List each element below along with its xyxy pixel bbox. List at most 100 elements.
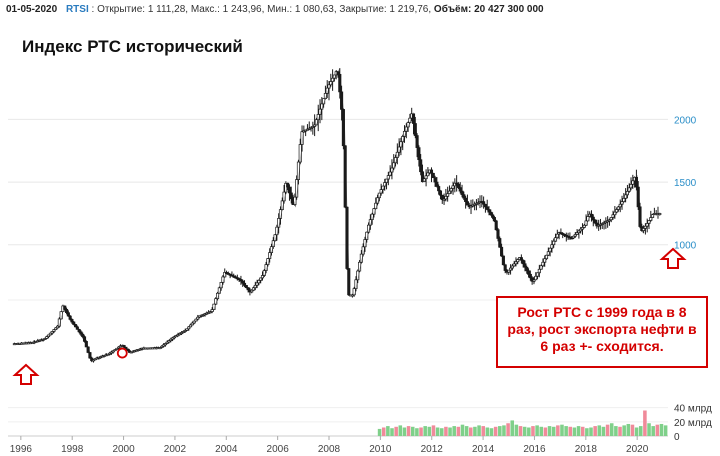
header-open: Открытие: 1 111,28, (97, 4, 189, 15)
header-high: Макс.: 1 243,96, (190, 4, 265, 15)
volume-bar (643, 410, 647, 436)
volume-bar (556, 425, 560, 436)
volume-bar (435, 427, 440, 436)
volume-bar (655, 424, 660, 436)
volume-bar (410, 426, 415, 436)
volume-bar (510, 420, 515, 436)
volume-bar (444, 426, 448, 436)
volume-bar (402, 427, 407, 436)
volume-bar (531, 426, 535, 436)
volume-bar (601, 426, 606, 436)
volume-bar (568, 426, 573, 436)
volume-bar (527, 427, 531, 436)
volume-bar (498, 426, 502, 436)
volume-bar (589, 427, 593, 436)
volume-bar (473, 426, 477, 436)
volume-bar (626, 423, 631, 436)
volume-bar (647, 423, 651, 436)
volume-bar (634, 427, 639, 436)
y-tick-label: 2000 (674, 115, 697, 126)
volume-bar (485, 427, 490, 436)
volume-bar (609, 423, 614, 436)
chart-title: Индекс РТС исторический (22, 37, 243, 56)
volume-bar (593, 426, 597, 436)
x-tick-label: 2012 (421, 444, 444, 455)
volume-bar (564, 426, 568, 436)
volume-bar (614, 426, 618, 436)
annotation-markers (12, 247, 687, 385)
x-tick-label: 2010 (369, 444, 392, 455)
header-close: Закрытие: 1 219,76, (339, 4, 432, 15)
x-tick-label: 2020 (626, 444, 649, 455)
x-tick-label: 2014 (472, 444, 495, 455)
volume-bar (560, 424, 564, 436)
header-volume: Объём: 20 427 300 000 (433, 4, 544, 15)
volume-bar (514, 424, 519, 436)
volume-bar (539, 426, 544, 436)
volume-bar (469, 427, 473, 436)
volume-bar (381, 427, 386, 436)
header-ticker[interactable]: RTSI (65, 4, 89, 15)
volume-bar (576, 426, 581, 436)
volume-bar (585, 428, 589, 436)
volume-bar (423, 426, 427, 436)
volume-bar (597, 425, 602, 436)
volume-tick-label: 20 млрд (674, 418, 712, 429)
x-tick-label: 2002 (164, 444, 187, 455)
up-arrow-icon (12, 363, 40, 385)
x-tick-label: 2004 (215, 444, 238, 455)
volume-bar (506, 423, 510, 436)
x-tick-label: 2000 (112, 444, 135, 455)
volume-bar (630, 424, 635, 436)
volume-bar (572, 427, 577, 436)
volume-bar (431, 425, 436, 436)
y-axis: 1000 1500 2000 (674, 115, 697, 251)
volume-bar (502, 425, 506, 436)
volume-bar (460, 424, 465, 436)
volume-bar (522, 426, 527, 436)
volume-bar (659, 423, 664, 436)
volume-bar (456, 426, 461, 436)
x-tick-label: 1996 (10, 444, 33, 455)
chart-header: 01-05-2020 RTSI : Открытие: 1 111,28, Ма… (6, 4, 544, 15)
volume-bar (377, 428, 382, 436)
price-line (14, 68, 661, 362)
volume-bar (452, 426, 456, 436)
volume-bar (477, 425, 481, 436)
volume-bar (481, 426, 485, 436)
volume-bar (651, 426, 655, 436)
volume-bar (638, 426, 643, 436)
volume-bar (398, 425, 403, 436)
volume-axis: 40 млрд 20 млрд 0 (674, 404, 712, 443)
annotation-box: Рост РТС с 1999 года в 8 раз, рост экспо… (496, 296, 708, 368)
volume-bar (386, 426, 390, 436)
up-arrow-icon (659, 247, 687, 269)
volume-bar (547, 426, 552, 436)
volume-bar (394, 426, 398, 436)
volume-bar (493, 426, 498, 436)
volume-series (377, 410, 668, 436)
y-tick-label: 1500 (674, 178, 697, 189)
volume-bar (551, 426, 556, 436)
x-tick-label: 2008 (318, 444, 341, 455)
x-tick-label: 1998 (61, 444, 84, 455)
volume-tick-label: 0 (674, 432, 680, 443)
x-axis: 1996 1998 2000 2002 2004 2006 2008 2010 2012 2014… (10, 436, 649, 455)
volume-bar (622, 425, 626, 436)
price-series (12, 68, 662, 363)
volume-bar (439, 428, 444, 436)
volume-bar (535, 425, 539, 436)
header-low: Мин.: 1 080,63, (267, 4, 337, 15)
volume-bar (618, 426, 622, 436)
volume-bar (663, 425, 668, 436)
volume-bar (419, 427, 423, 436)
volume-bar (390, 428, 394, 436)
volume-bar (543, 427, 548, 436)
x-tick-label: 2006 (267, 444, 290, 455)
volume-bar (427, 426, 432, 436)
candle-body (293, 196, 297, 205)
volume-bar (464, 426, 469, 436)
gridlines (8, 118, 668, 437)
highlight-circle (116, 347, 128, 359)
